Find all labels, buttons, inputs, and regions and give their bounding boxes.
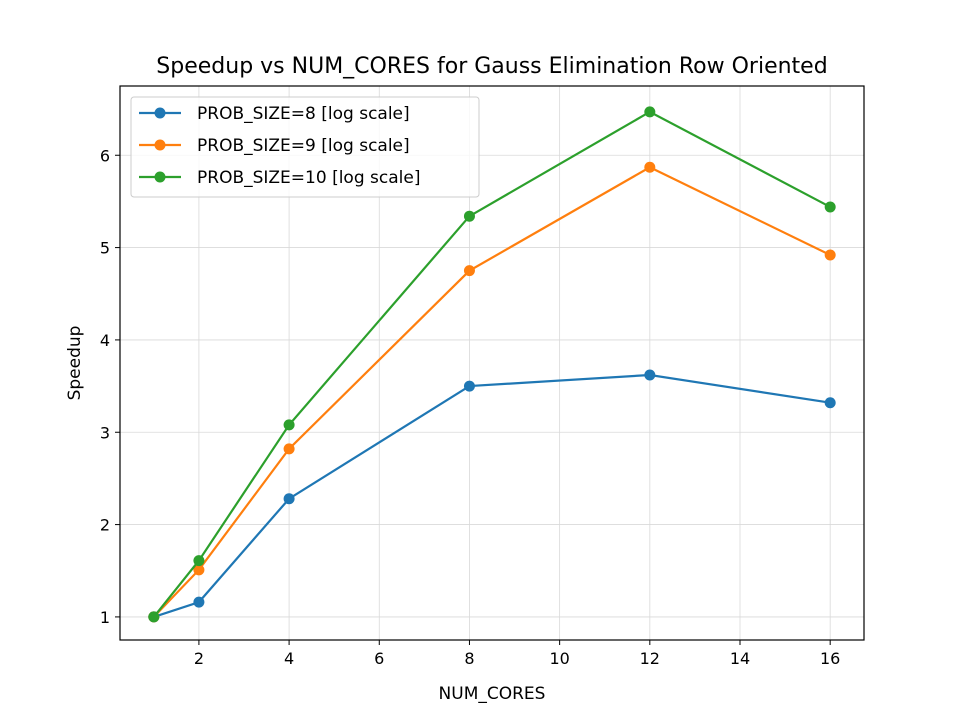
legend: PROB_SIZE=8 [log scale] PROB_SIZE=9 [log … [130, 96, 480, 198]
y-axis: 1 2 3 4 5 6 [100, 146, 120, 627]
legend-label: PROB_SIZE=9 [log scale] [197, 136, 410, 156]
legend-box [130, 96, 480, 198]
data-point [148, 611, 160, 623]
legend-marker [154, 139, 166, 151]
series-line [152, 110, 831, 618]
y-tick-label: 3 [100, 423, 110, 442]
x-axis-label: NUM_CORES [439, 684, 546, 704]
legend-entry: PROB_SIZE=9 [log scale] [139, 136, 410, 156]
x-tick-label: 6 [374, 649, 384, 668]
data-point [463, 380, 475, 392]
y-tick-label: 2 [100, 516, 110, 535]
legend-entry: PROB_SIZE=8 [log scale] [139, 104, 410, 124]
series-layer [148, 106, 836, 623]
x-tick-label: 2 [194, 649, 204, 668]
data-point [824, 201, 836, 213]
legend-marker [154, 171, 166, 183]
y-axis-label: Speedup [65, 326, 85, 401]
x-tick-label: 4 [284, 649, 294, 668]
plot-frame [119, 85, 865, 641]
data-point [283, 419, 295, 431]
x-tick-label: 8 [464, 649, 474, 668]
x-tick-label: 10 [549, 649, 569, 668]
series-line [153, 166, 831, 618]
x-tick-label: 16 [820, 649, 840, 668]
data-point [463, 210, 475, 222]
data-point [283, 493, 295, 505]
data-point [644, 161, 656, 173]
legend-marker [154, 107, 166, 119]
data-point [463, 265, 475, 277]
data-point [283, 443, 295, 455]
y-tick-label: 5 [100, 239, 110, 258]
chart-title: Speedup vs NUM_CORES for Gauss Eliminati… [156, 54, 827, 79]
data-point [193, 564, 205, 576]
x-tick-label: 12 [640, 649, 660, 668]
legend-entry: PROB_SIZE=10 [log scale] [139, 168, 420, 188]
y-tick-label: 6 [100, 146, 110, 165]
x-axis: 2 4 6 8 10 12 14 16 [194, 640, 840, 668]
y-tick-label: 4 [100, 331, 110, 350]
x-tick-label: 14 [730, 649, 750, 668]
data-point [193, 555, 205, 567]
data-point [824, 397, 836, 409]
data-point [824, 249, 836, 261]
legend-label: PROB_SIZE=10 [log scale] [197, 168, 420, 188]
series-3 [148, 106, 836, 623]
data-point [644, 369, 656, 381]
data-point [193, 596, 205, 608]
data-point [644, 106, 656, 118]
series-line [153, 373, 831, 618]
legend-label: PROB_SIZE=8 [log scale] [197, 104, 410, 124]
y-tick-label: 1 [100, 608, 110, 627]
